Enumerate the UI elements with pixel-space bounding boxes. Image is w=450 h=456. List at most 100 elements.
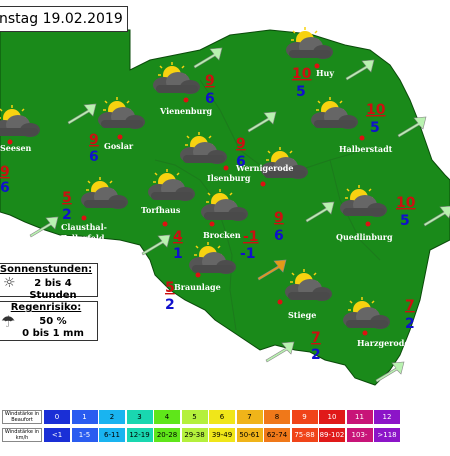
temp-min: 1	[173, 246, 183, 262]
temp-max: 9	[0, 164, 10, 180]
town-dot	[359, 135, 365, 141]
legend-cell: 8	[264, 410, 290, 424]
temp-max: 5	[165, 280, 175, 296]
legend-cell: 2	[99, 410, 125, 424]
sun-hours-heading: Sonnenstunden:	[0, 264, 93, 275]
town-label: Halberstadt	[339, 144, 393, 154]
rain-risk-percent: 50 %	[39, 316, 67, 327]
town-label: Torfhaus	[141, 205, 181, 215]
town-label: Stiege	[288, 310, 316, 320]
temp-max: 9	[89, 132, 99, 148]
temp-max: 5	[62, 190, 72, 206]
sun-icon: ☼	[3, 275, 16, 291]
legend-cell: 1	[71, 410, 98, 424]
page-title: nstag 19.02.2019	[0, 6, 128, 32]
legend-cell: 4	[154, 410, 180, 424]
legend-kmh-label: Windstärke in km/h	[2, 428, 42, 442]
temp-min: 6	[89, 149, 99, 165]
legend-cell: 20-28	[154, 428, 180, 442]
legend-cell: 11	[346, 410, 373, 424]
town-dot	[260, 181, 266, 187]
town-dots	[7, 63, 371, 336]
temp-min: 2	[311, 347, 321, 363]
town-label: Quedlinburg	[336, 232, 393, 242]
town-dot	[209, 221, 215, 227]
legend-cell: 103-117	[346, 428, 373, 453]
temp-max: 7	[405, 298, 415, 314]
legend-cell: >118	[374, 428, 400, 442]
temp-max: 10	[292, 66, 312, 82]
rain-risk-heading: Regenrisiko:	[10, 302, 82, 313]
temp-min: 6	[205, 91, 215, 107]
district-border	[329, 159, 381, 261]
legend-cell: 12-19	[126, 428, 153, 442]
temp-min: 6	[274, 228, 284, 244]
town-label: Huy	[316, 68, 334, 78]
legend-cell: 6-11	[99, 428, 125, 442]
temp-min: 2	[62, 207, 72, 223]
town-label: Zellerfeld	[61, 233, 105, 243]
legend-cell: 10	[319, 410, 345, 424]
rain-risk-amount: 0 bis 1 mm	[22, 328, 84, 339]
legend-cell: 7	[236, 410, 263, 424]
legend-cell: <1	[44, 428, 70, 442]
town-dot	[195, 272, 201, 278]
temp-min: 2	[165, 297, 175, 313]
town-label: Clausthal-	[61, 222, 107, 232]
temp-min: 2	[405, 316, 415, 332]
temp-min: -1	[240, 246, 256, 262]
temp-max: 7	[311, 330, 321, 346]
town-dot	[314, 63, 320, 69]
temp-max: 10	[396, 195, 416, 211]
town-dot	[365, 221, 371, 227]
legend-beaufort-row: Windstärke in Beaufort 0 1 2 3 4 5 6 7 8 9 10 11 12	[0, 410, 450, 424]
temp-max: 9	[236, 136, 246, 152]
umbrella-icon: ☂	[1, 312, 16, 331]
legend-cell: 3	[126, 410, 153, 424]
town-label: Brocken	[203, 230, 241, 240]
temp-max: 10	[366, 102, 386, 118]
legend-cell: 0	[44, 410, 70, 424]
legend-beaufort-label: Windstärke in Beaufort	[2, 410, 42, 424]
legend-cell: 9	[291, 410, 318, 424]
temp-min: 5	[370, 120, 380, 136]
temp-min: 6	[0, 180, 10, 196]
town-label: Seesen	[0, 143, 32, 153]
town-label: Wernigerode	[235, 163, 293, 173]
legend-kmh-row: Windstärke in km/h <1 1-5 6-11 12-19 20-28 29…	[0, 428, 450, 453]
temp-min: 5	[400, 213, 410, 229]
temp-max: -1	[243, 229, 259, 245]
town-label: Goslar	[104, 141, 134, 151]
legend-cell: 12	[374, 410, 400, 424]
town-dot	[7, 139, 13, 145]
legend-cell: 29-38	[181, 428, 208, 442]
rain-risk-box: Regenrisiko: ☂ 50 % 0 bis 1 mm	[0, 301, 98, 341]
town-dot	[81, 215, 87, 221]
town-dot	[362, 330, 368, 336]
temp-min: 6	[236, 154, 246, 170]
town-dot	[162, 221, 168, 227]
sun-hours-box: Sonnenstunden: ☼ 2 bis 4 Stunden	[0, 263, 98, 301]
town-dot	[183, 97, 189, 103]
legend-cell: 39-49	[209, 428, 235, 442]
temp-max: 4	[173, 229, 183, 245]
temp-max: 9	[274, 210, 284, 226]
town-label: Ilsenburg	[207, 173, 251, 183]
legend-cell: 62-74	[264, 428, 290, 442]
legend-cell: 1-5	[71, 428, 98, 442]
town-dot	[277, 299, 283, 305]
town-label: Braunlage	[174, 282, 221, 292]
legend-cell: 6	[209, 410, 235, 424]
legend-cell: 75-88	[291, 428, 318, 442]
legend-cell: 50-61	[236, 428, 263, 442]
legend-cell: 5	[181, 410, 208, 424]
temp-max: 9	[205, 73, 215, 89]
town-dot	[223, 165, 229, 171]
legend-cell: 89-102	[319, 428, 345, 442]
town-dot	[117, 134, 123, 140]
town-label: Harzgerode	[357, 338, 409, 348]
town-label: Vienenburg	[159, 106, 213, 116]
temp-min: 5	[296, 84, 306, 100]
sun-hours-value: 2 bis 4 Stunden	[29, 278, 77, 301]
